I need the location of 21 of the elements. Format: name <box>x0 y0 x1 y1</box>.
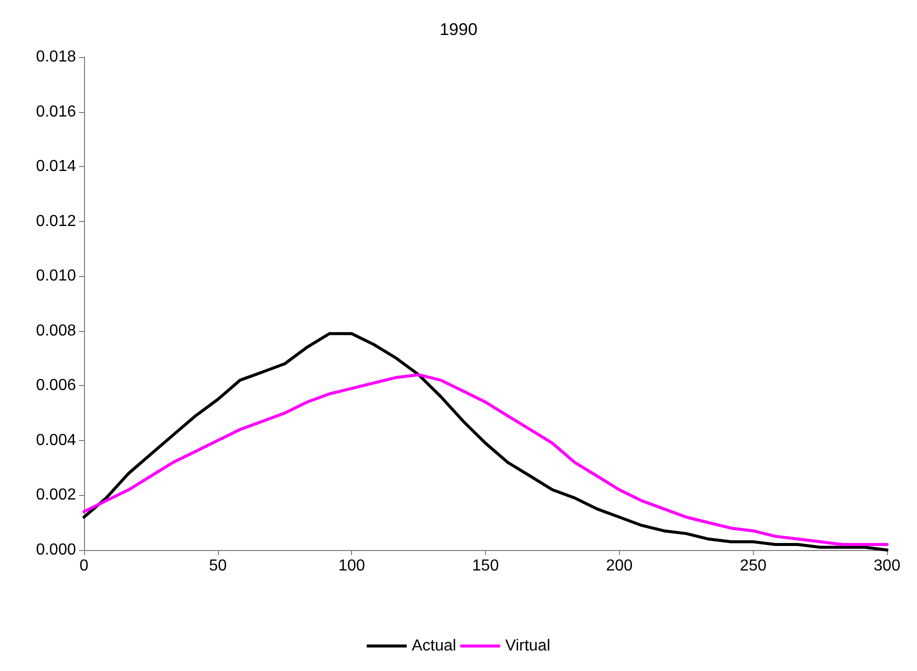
y-tick-label: 0.018 <box>36 48 76 66</box>
x-tick-label: 300 <box>874 558 900 574</box>
x-tick-label: 100 <box>338 558 366 574</box>
legend-label: Virtual <box>505 638 550 654</box>
y-tick-label: 0.006 <box>36 377 76 394</box>
y-tick-label: 0.004 <box>36 432 76 449</box>
y-tick-label: 0.014 <box>36 158 76 176</box>
x-tick-label: 150 <box>472 558 499 574</box>
x-tick-label: 250 <box>740 558 767 574</box>
y-tick-label: 0.000 <box>36 542 76 558</box>
x-tick-label: 0 <box>80 558 89 574</box>
legend-label: Actual <box>412 638 456 654</box>
y-tick-label: 0.008 <box>36 322 76 340</box>
chart-title: 1990 <box>440 20 478 39</box>
x-tick-label: 200 <box>606 558 633 574</box>
y-tick-label: 0.012 <box>36 212 76 230</box>
y-tick-label: 0.002 <box>36 486 76 504</box>
y-tick-label: 0.010 <box>36 268 76 285</box>
line-series <box>82 373 888 546</box>
x-tick-label: 50 <box>208 558 227 574</box>
y-tick-label: 0.016 <box>36 103 76 120</box>
